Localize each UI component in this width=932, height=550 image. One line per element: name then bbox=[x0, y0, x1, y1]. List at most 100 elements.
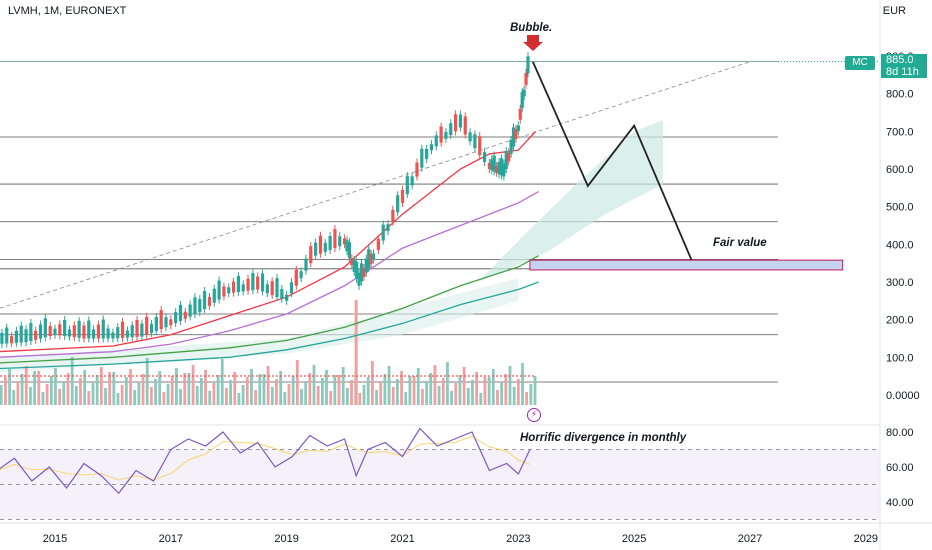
candle-body bbox=[299, 271, 303, 279]
volume-bar bbox=[396, 379, 399, 405]
volume-bar bbox=[416, 368, 420, 405]
volume-bar bbox=[412, 376, 416, 405]
volume-bar bbox=[62, 381, 66, 405]
candle-body bbox=[198, 299, 202, 313]
volume-bar bbox=[229, 380, 233, 405]
candle-body bbox=[318, 235, 323, 254]
volume-bar bbox=[237, 393, 241, 405]
candle-body bbox=[270, 281, 274, 296]
candle-body bbox=[159, 310, 163, 330]
candle-body bbox=[82, 325, 86, 339]
down-arrow-icon bbox=[523, 35, 543, 51]
volume-bar bbox=[279, 371, 283, 405]
candle-body bbox=[367, 249, 371, 269]
candle-body bbox=[38, 324, 43, 339]
volume-bar bbox=[350, 380, 353, 405]
candle-body bbox=[400, 189, 405, 203]
candle-body bbox=[507, 152, 511, 162]
volume-bar bbox=[45, 384, 49, 405]
volume-bar bbox=[504, 374, 508, 405]
candle-body bbox=[125, 330, 129, 338]
symbol-title: LVMH, 1M, EURONEXT bbox=[8, 5, 127, 17]
volume-bar bbox=[429, 373, 433, 405]
volume-bar bbox=[408, 376, 412, 405]
candle-body bbox=[516, 125, 520, 132]
volume-bar bbox=[387, 366, 391, 405]
candle-body bbox=[24, 329, 28, 343]
volume-bar bbox=[83, 370, 87, 405]
volume-bar bbox=[24, 366, 28, 405]
candle-body bbox=[58, 324, 62, 336]
x-tick-label: 2021 bbox=[390, 533, 414, 545]
candle-body bbox=[145, 316, 149, 335]
candle-body bbox=[420, 148, 424, 168]
candle-body bbox=[222, 286, 226, 297]
candle-body bbox=[338, 236, 342, 247]
candle-body bbox=[67, 329, 72, 337]
volume-bar bbox=[521, 363, 524, 405]
candle-body bbox=[362, 267, 366, 277]
volume-bar bbox=[250, 369, 253, 405]
volume-bar bbox=[375, 390, 378, 405]
candle-body bbox=[260, 273, 265, 292]
volume-bar bbox=[124, 377, 128, 405]
candle-body bbox=[522, 89, 526, 97]
x-tick-label: 2027 bbox=[738, 533, 762, 545]
rsi-tick-label: 80.00 bbox=[886, 427, 914, 439]
x-tick-label: 2019 bbox=[274, 533, 298, 545]
candle-body bbox=[130, 325, 134, 338]
candle-body bbox=[154, 316, 158, 331]
candle-body bbox=[499, 158, 504, 176]
x-tick-label: 2023 bbox=[506, 533, 530, 545]
candle-body bbox=[487, 163, 491, 169]
volume-bar bbox=[8, 369, 11, 405]
candle-body bbox=[497, 162, 501, 175]
candle-body bbox=[468, 132, 472, 142]
volume-bar bbox=[166, 384, 170, 405]
candle-body bbox=[87, 320, 91, 339]
candle-body bbox=[236, 276, 241, 293]
candle-body bbox=[285, 294, 289, 301]
lightning-icon[interactable]: ⚡ bbox=[527, 408, 541, 422]
volume-bar bbox=[54, 368, 57, 405]
volume-bar bbox=[479, 393, 483, 405]
candle-body bbox=[381, 224, 385, 241]
volume-bar bbox=[475, 372, 479, 405]
y-tick-label: 200.0 bbox=[886, 315, 914, 327]
candle-body bbox=[359, 263, 364, 282]
candle-body bbox=[449, 123, 453, 136]
volume-bar bbox=[29, 387, 32, 405]
volume-bar bbox=[225, 388, 228, 405]
volume-bar bbox=[433, 365, 437, 405]
volume-bar bbox=[99, 367, 103, 405]
candle-body bbox=[275, 278, 279, 298]
candle-body bbox=[188, 304, 192, 317]
candle-body bbox=[34, 330, 38, 340]
last-price-badge: 885.0 8d 11h bbox=[881, 54, 927, 78]
candle-body bbox=[526, 56, 530, 74]
candle-body bbox=[345, 240, 349, 252]
volume-bar bbox=[241, 385, 245, 405]
volume-bar bbox=[308, 373, 312, 405]
volume-bar bbox=[162, 392, 166, 405]
candle-body bbox=[29, 323, 33, 342]
candle-body bbox=[174, 312, 178, 324]
volume-bar bbox=[149, 387, 153, 405]
candle-body bbox=[9, 336, 14, 344]
volume-bar bbox=[483, 377, 487, 405]
volume-bar bbox=[208, 391, 212, 405]
volume-bar bbox=[33, 371, 37, 405]
volume-bar bbox=[508, 366, 512, 405]
candle-body bbox=[96, 324, 101, 339]
volume-bar bbox=[0, 385, 3, 405]
candle-body bbox=[212, 288, 216, 303]
candle-body bbox=[0, 332, 4, 344]
candle-body bbox=[524, 72, 528, 85]
fair-value-zone bbox=[529, 259, 844, 271]
volume-bar bbox=[325, 370, 328, 405]
volume-bar bbox=[220, 359, 224, 405]
volume-bar bbox=[216, 375, 220, 405]
candle-body bbox=[502, 163, 506, 177]
candle-body bbox=[458, 114, 463, 128]
